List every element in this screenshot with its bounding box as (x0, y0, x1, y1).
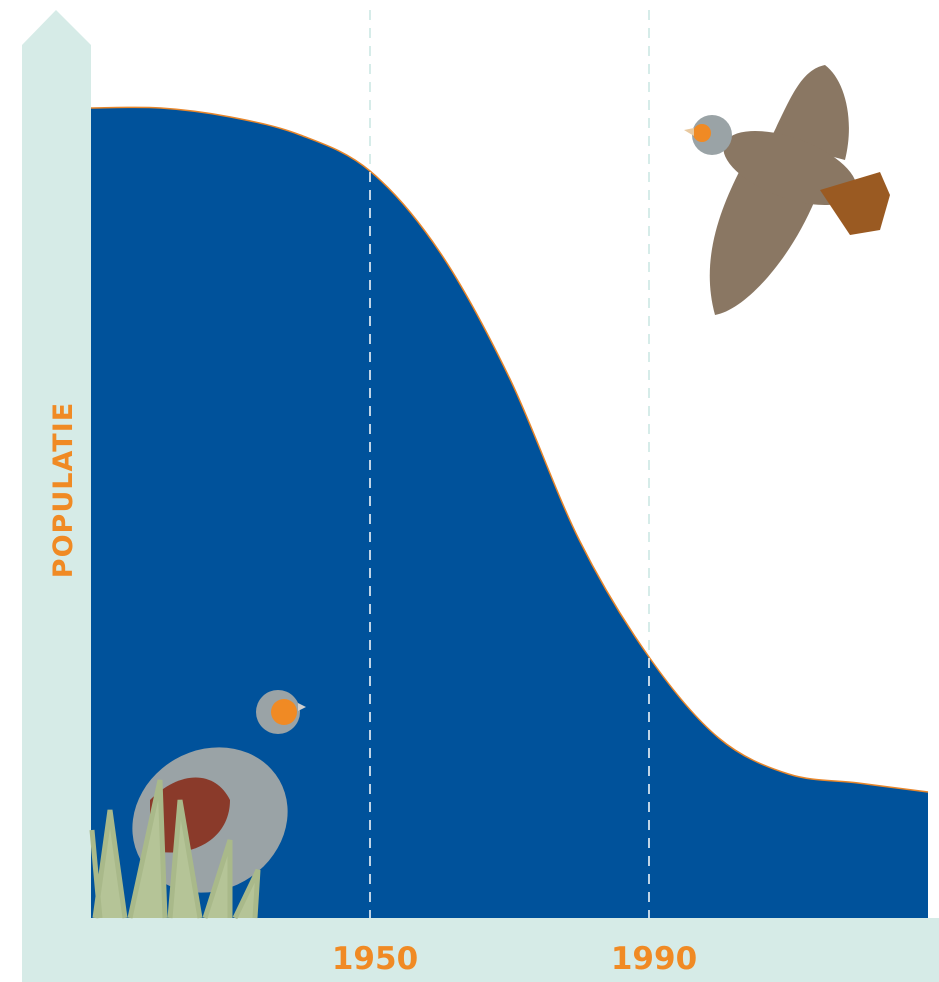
chart: POPULATIE 1950 1990 (0, 0, 939, 982)
x-tick-label: 1990 (611, 941, 697, 977)
y-axis-label: POPULATIE (48, 402, 79, 578)
x-tick-label: 1950 (332, 941, 418, 977)
flying-bird-illustration (684, 65, 890, 315)
x-axis-bar (22, 918, 939, 982)
